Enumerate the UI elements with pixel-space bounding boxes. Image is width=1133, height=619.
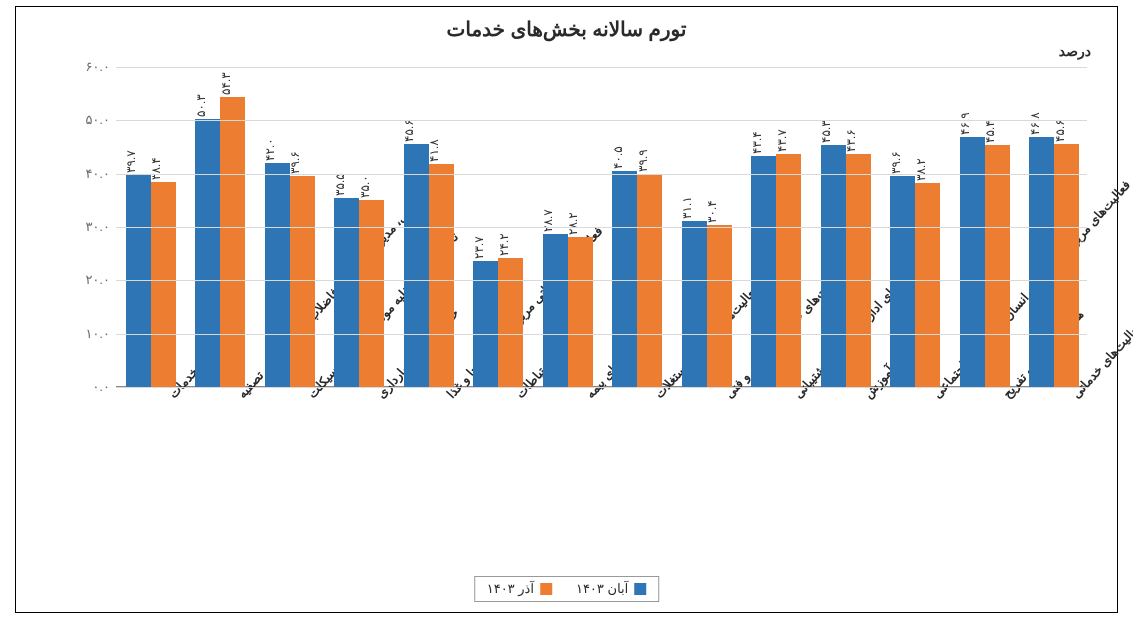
bar-series-2: ۳۰.۴ (707, 225, 732, 387)
bar-series-2: ۴۱.۸ (429, 164, 454, 387)
bar-series-1: ۴۰.۵ (612, 171, 637, 387)
y-axis-label: درصد (1059, 43, 1091, 60)
legend-swatch-1 (634, 583, 646, 595)
value-label: ۵۰.۳ (194, 94, 208, 117)
chart-title: تورم سالانه بخش‌های خدمات (16, 17, 1117, 42)
value-label: ۳۹.۶ (889, 151, 903, 174)
value-label: ۲۸.۲ (566, 212, 580, 235)
bar-series-2: ۵۴.۳ (220, 97, 245, 387)
value-label: ۳۵.۵ (333, 173, 347, 196)
value-label: ۴۵.۶ (402, 119, 416, 142)
value-label: ۴۶.۸ (1028, 113, 1042, 136)
value-label: ۲۸.۷ (541, 209, 555, 232)
value-label: ۳۸.۲ (914, 159, 928, 182)
bar-series-1: ۴۶.۸ (1029, 137, 1054, 387)
value-label: ۳۹.۷ (124, 151, 138, 174)
value-label: ۴۳.۷ (775, 129, 789, 152)
grid-line (116, 174, 1087, 175)
value-label: ۳۱.۱ (680, 196, 694, 219)
value-label: ۲۳.۷ (472, 236, 486, 259)
bar-series-2: ۴۵.۴ (985, 145, 1010, 387)
bar-series-1: ۵۰.۳ (195, 119, 220, 387)
value-label: ۴۳.۴ (750, 131, 764, 154)
value-label: ۴۵.۳ (819, 121, 833, 144)
value-label: ۳۰.۴ (705, 200, 719, 223)
value-label: ۵۴.۳ (219, 73, 233, 96)
grid-line (116, 387, 1087, 388)
bar-series-1: ۳۹.۶ (890, 176, 915, 387)
y-tick-label: ۴۰.۰ (85, 166, 110, 182)
value-label: ۳۵.۰ (358, 176, 372, 199)
value-label: ۴۰.۵ (611, 146, 625, 169)
value-label: ۴۱.۸ (427, 139, 441, 162)
grid-line (116, 67, 1087, 68)
value-label: ۴۵.۴ (983, 120, 997, 143)
legend: آبان ۱۴۰۳ آذر ۱۴۰۳ (474, 576, 660, 602)
legend-label-1: آبان ۱۴۰۳ (576, 581, 628, 597)
y-tick-label: ۳۰.۰ (85, 219, 110, 235)
value-label: ۴۳.۶ (844, 130, 858, 153)
bar-series-2: ۳۹.۶ (290, 176, 315, 387)
y-tick-label: ۲۰.۰ (85, 272, 110, 288)
value-label: ۴۲.۰ (263, 138, 277, 161)
y-tick-label: ۰.۰ (92, 379, 110, 395)
grid-line (116, 120, 1087, 121)
bar-series-1: ۴۳.۴ (751, 156, 776, 387)
y-tick-label: ۵۰.۰ (85, 112, 110, 128)
bar-series-1: ۴۵.۳ (821, 145, 846, 387)
value-label: ۳۹.۹ (636, 150, 650, 173)
chart-frame: تورم سالانه بخش‌های خدمات درصد ۳۹.۷۳۸.۴خ… (0, 0, 1133, 619)
legend-item-series-1: آبان ۱۴۰۳ (576, 581, 646, 597)
bar-series-2: ۲۴.۲ (498, 258, 523, 387)
value-label: ۲۴.۲ (497, 233, 511, 256)
grid-line (116, 280, 1087, 281)
grid-line (116, 334, 1087, 335)
legend-label-2: آذر ۱۴۰۳ (487, 581, 534, 597)
plot-area: ۳۹.۷۳۸.۴خدمات۵۰.۳۵۴.۳آبرسانی، مدیریت پسم… (116, 67, 1087, 387)
value-label: ۴۶.۹ (958, 112, 972, 135)
bar-series-2: ۳۸.۴ (151, 182, 176, 387)
y-tick-label: ۱۰.۰ (85, 326, 110, 342)
bar-series-1: ۲۸.۷ (543, 234, 568, 387)
bar-series-2: ۳۵.۰ (359, 200, 384, 387)
legend-swatch-2 (540, 583, 552, 595)
value-label: ۳۹.۶ (288, 151, 302, 174)
bar-series-2: ۴۵.۶ (1054, 144, 1079, 387)
value-label: ۳۸.۴ (149, 158, 163, 181)
bar-series-2: ۳۸.۲ (915, 183, 940, 387)
bar-series-1: ۴۲.۰ (265, 163, 290, 387)
legend-item-series-2: آذر ۱۴۰۳ (487, 581, 552, 597)
bar-series-2: ۴۳.۶ (846, 154, 871, 387)
chart-border: تورم سالانه بخش‌های خدمات درصد ۳۹.۷۳۸.۴خ… (15, 6, 1118, 613)
bar-series-1: ۴۵.۶ (404, 144, 429, 387)
bar-series-2: ۲۸.۲ (568, 237, 593, 387)
grid-line (116, 227, 1087, 228)
value-label: ۴۵.۶ (1053, 119, 1067, 142)
y-tick-label: ۶۰.۰ (85, 59, 110, 75)
bar-series-1: ۳۱.۱ (682, 221, 707, 387)
bar-series-2: ۴۳.۷ (776, 154, 801, 387)
